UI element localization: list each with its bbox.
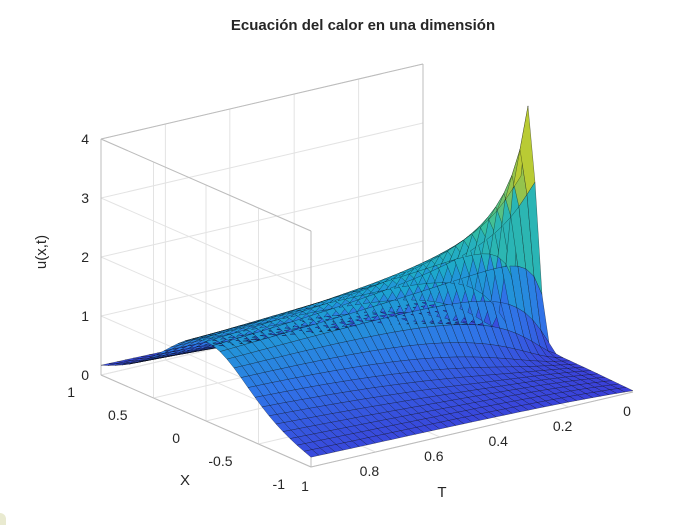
u-tick-label: 2	[81, 249, 89, 265]
box-edge	[100, 374, 312, 468]
u-tick-label: 1	[81, 308, 89, 324]
t-tick-label: 0.4	[488, 433, 508, 449]
grid-line	[100, 240, 424, 317]
u-tick-label: 4	[81, 131, 89, 147]
grid-line	[100, 181, 424, 258]
corner-artifact	[0, 513, 6, 525]
x-tick-label: -1	[273, 476, 286, 492]
box-edge	[100, 138, 312, 232]
x-tick-label: 0	[172, 430, 180, 446]
x-axis-label: X	[180, 472, 190, 489]
u-axis-label: u(x,t)	[33, 235, 50, 269]
grid-line	[100, 122, 424, 199]
t-tick-label: 0	[623, 403, 631, 419]
box-edge	[100, 63, 424, 140]
chart-title: Ecuación del calor en una dimensión	[231, 17, 495, 34]
u-tick-label: 0	[81, 367, 89, 383]
t-tick-label: 1	[301, 478, 309, 494]
surface-mesh	[100, 105, 634, 458]
x-tick-label: 1	[67, 384, 75, 400]
t-tick-label: 0.2	[553, 418, 573, 434]
t-tick-label: 0.6	[424, 448, 444, 464]
surface-patch	[617, 387, 634, 393]
u-tick-label: 3	[81, 190, 89, 206]
x-tick-label: 0.5	[108, 407, 128, 423]
box-edge	[310, 391, 634, 468]
x-tick-label: -0.5	[208, 453, 232, 469]
t-tick-label: 0.8	[360, 463, 380, 479]
t-axis-label: T	[437, 484, 446, 501]
